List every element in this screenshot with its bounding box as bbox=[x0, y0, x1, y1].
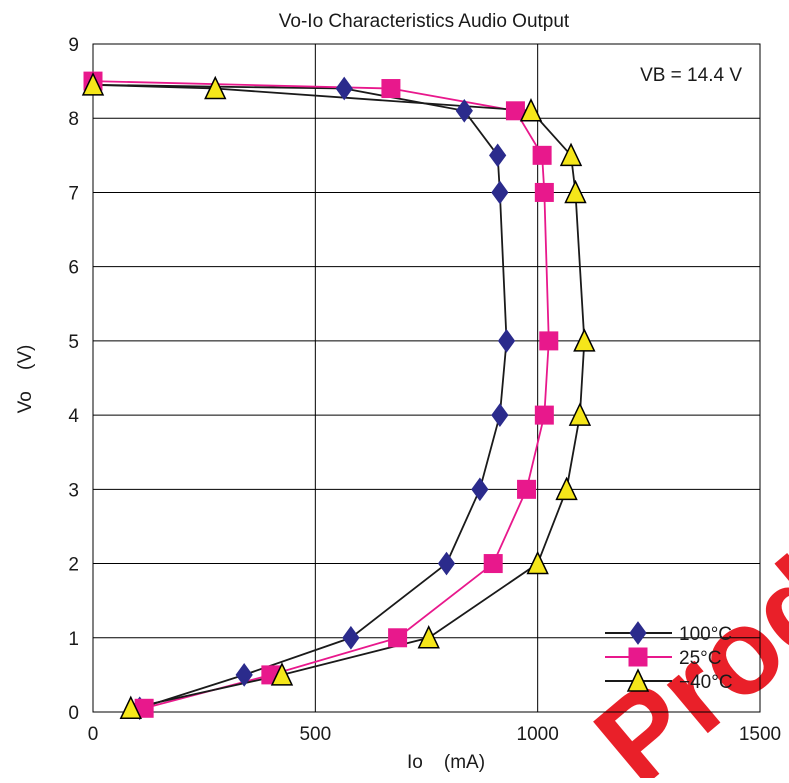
data-point bbox=[335, 76, 353, 101]
y-tick-label: 3 bbox=[68, 480, 79, 501]
data-point bbox=[532, 145, 552, 165]
chart-title: Vo-Io Characteristics Audio Output bbox=[279, 11, 570, 32]
x-axis-label: Io (mA) bbox=[407, 752, 485, 773]
grid-layer bbox=[92, 43, 761, 713]
data-point bbox=[342, 625, 360, 650]
data-point bbox=[497, 329, 516, 353]
legend-marker bbox=[628, 647, 648, 667]
data-point bbox=[534, 405, 554, 425]
legend-label: 25°C bbox=[679, 648, 721, 669]
data-point bbox=[519, 98, 543, 122]
data-point bbox=[471, 477, 489, 502]
data-point bbox=[568, 402, 592, 426]
y-tick-label: 6 bbox=[68, 258, 79, 279]
y-tick-label: 2 bbox=[68, 555, 79, 576]
data-point bbox=[517, 479, 537, 499]
y-tick-label: 5 bbox=[68, 332, 79, 353]
series-line bbox=[92, 80, 550, 710]
axis-layer: 0 500 1000 1500 0 1 2 3 4 5 6 7 8 9 bbox=[68, 35, 781, 745]
data-point bbox=[555, 476, 578, 501]
data-point bbox=[204, 75, 227, 100]
data-point bbox=[437, 551, 456, 576]
series-line bbox=[92, 83, 586, 710]
data-point bbox=[539, 331, 559, 351]
data-point bbox=[455, 98, 473, 123]
x-tick-label: 0 bbox=[88, 724, 99, 745]
data-point bbox=[573, 328, 596, 352]
plot-frame bbox=[92, 43, 761, 713]
y-tick-label: 7 bbox=[68, 183, 79, 204]
legend-marker bbox=[626, 668, 650, 692]
data-point bbox=[388, 628, 408, 648]
data-point bbox=[417, 625, 440, 649]
data-point bbox=[564, 179, 587, 204]
y-tick-label: 8 bbox=[68, 109, 79, 130]
data-point bbox=[559, 142, 583, 167]
data-point bbox=[505, 101, 525, 121]
legend-label: 100°C bbox=[679, 624, 732, 645]
vb-annotation: VB = 14.4 V bbox=[640, 65, 742, 86]
x-tick-label: 500 bbox=[299, 724, 331, 745]
data-point bbox=[483, 554, 503, 574]
data-point bbox=[491, 180, 509, 205]
x-tick-label: 1000 bbox=[517, 724, 559, 745]
series-line bbox=[92, 83, 508, 710]
y-tick-label: 1 bbox=[68, 629, 79, 650]
data-point bbox=[235, 663, 253, 687]
y-tick-label: 0 bbox=[68, 703, 79, 724]
data-point bbox=[526, 550, 549, 575]
legend-marker bbox=[629, 621, 647, 645]
y-tick-label: 9 bbox=[68, 35, 79, 56]
y-axis-label: Vo (V) bbox=[15, 345, 36, 414]
legend: 100°C 25°C −40°C bbox=[605, 621, 733, 693]
data-point bbox=[119, 695, 142, 720]
data-point bbox=[489, 143, 507, 168]
x-tick-label: 1500 bbox=[739, 724, 781, 745]
data-point bbox=[270, 662, 294, 686]
series-layer bbox=[81, 71, 596, 721]
legend-label: −40°C bbox=[679, 672, 733, 693]
data-point bbox=[534, 182, 554, 202]
y-tick-label: 4 bbox=[68, 406, 79, 427]
data-point bbox=[491, 403, 509, 427]
data-point bbox=[381, 79, 401, 99]
data-point bbox=[81, 72, 105, 96]
